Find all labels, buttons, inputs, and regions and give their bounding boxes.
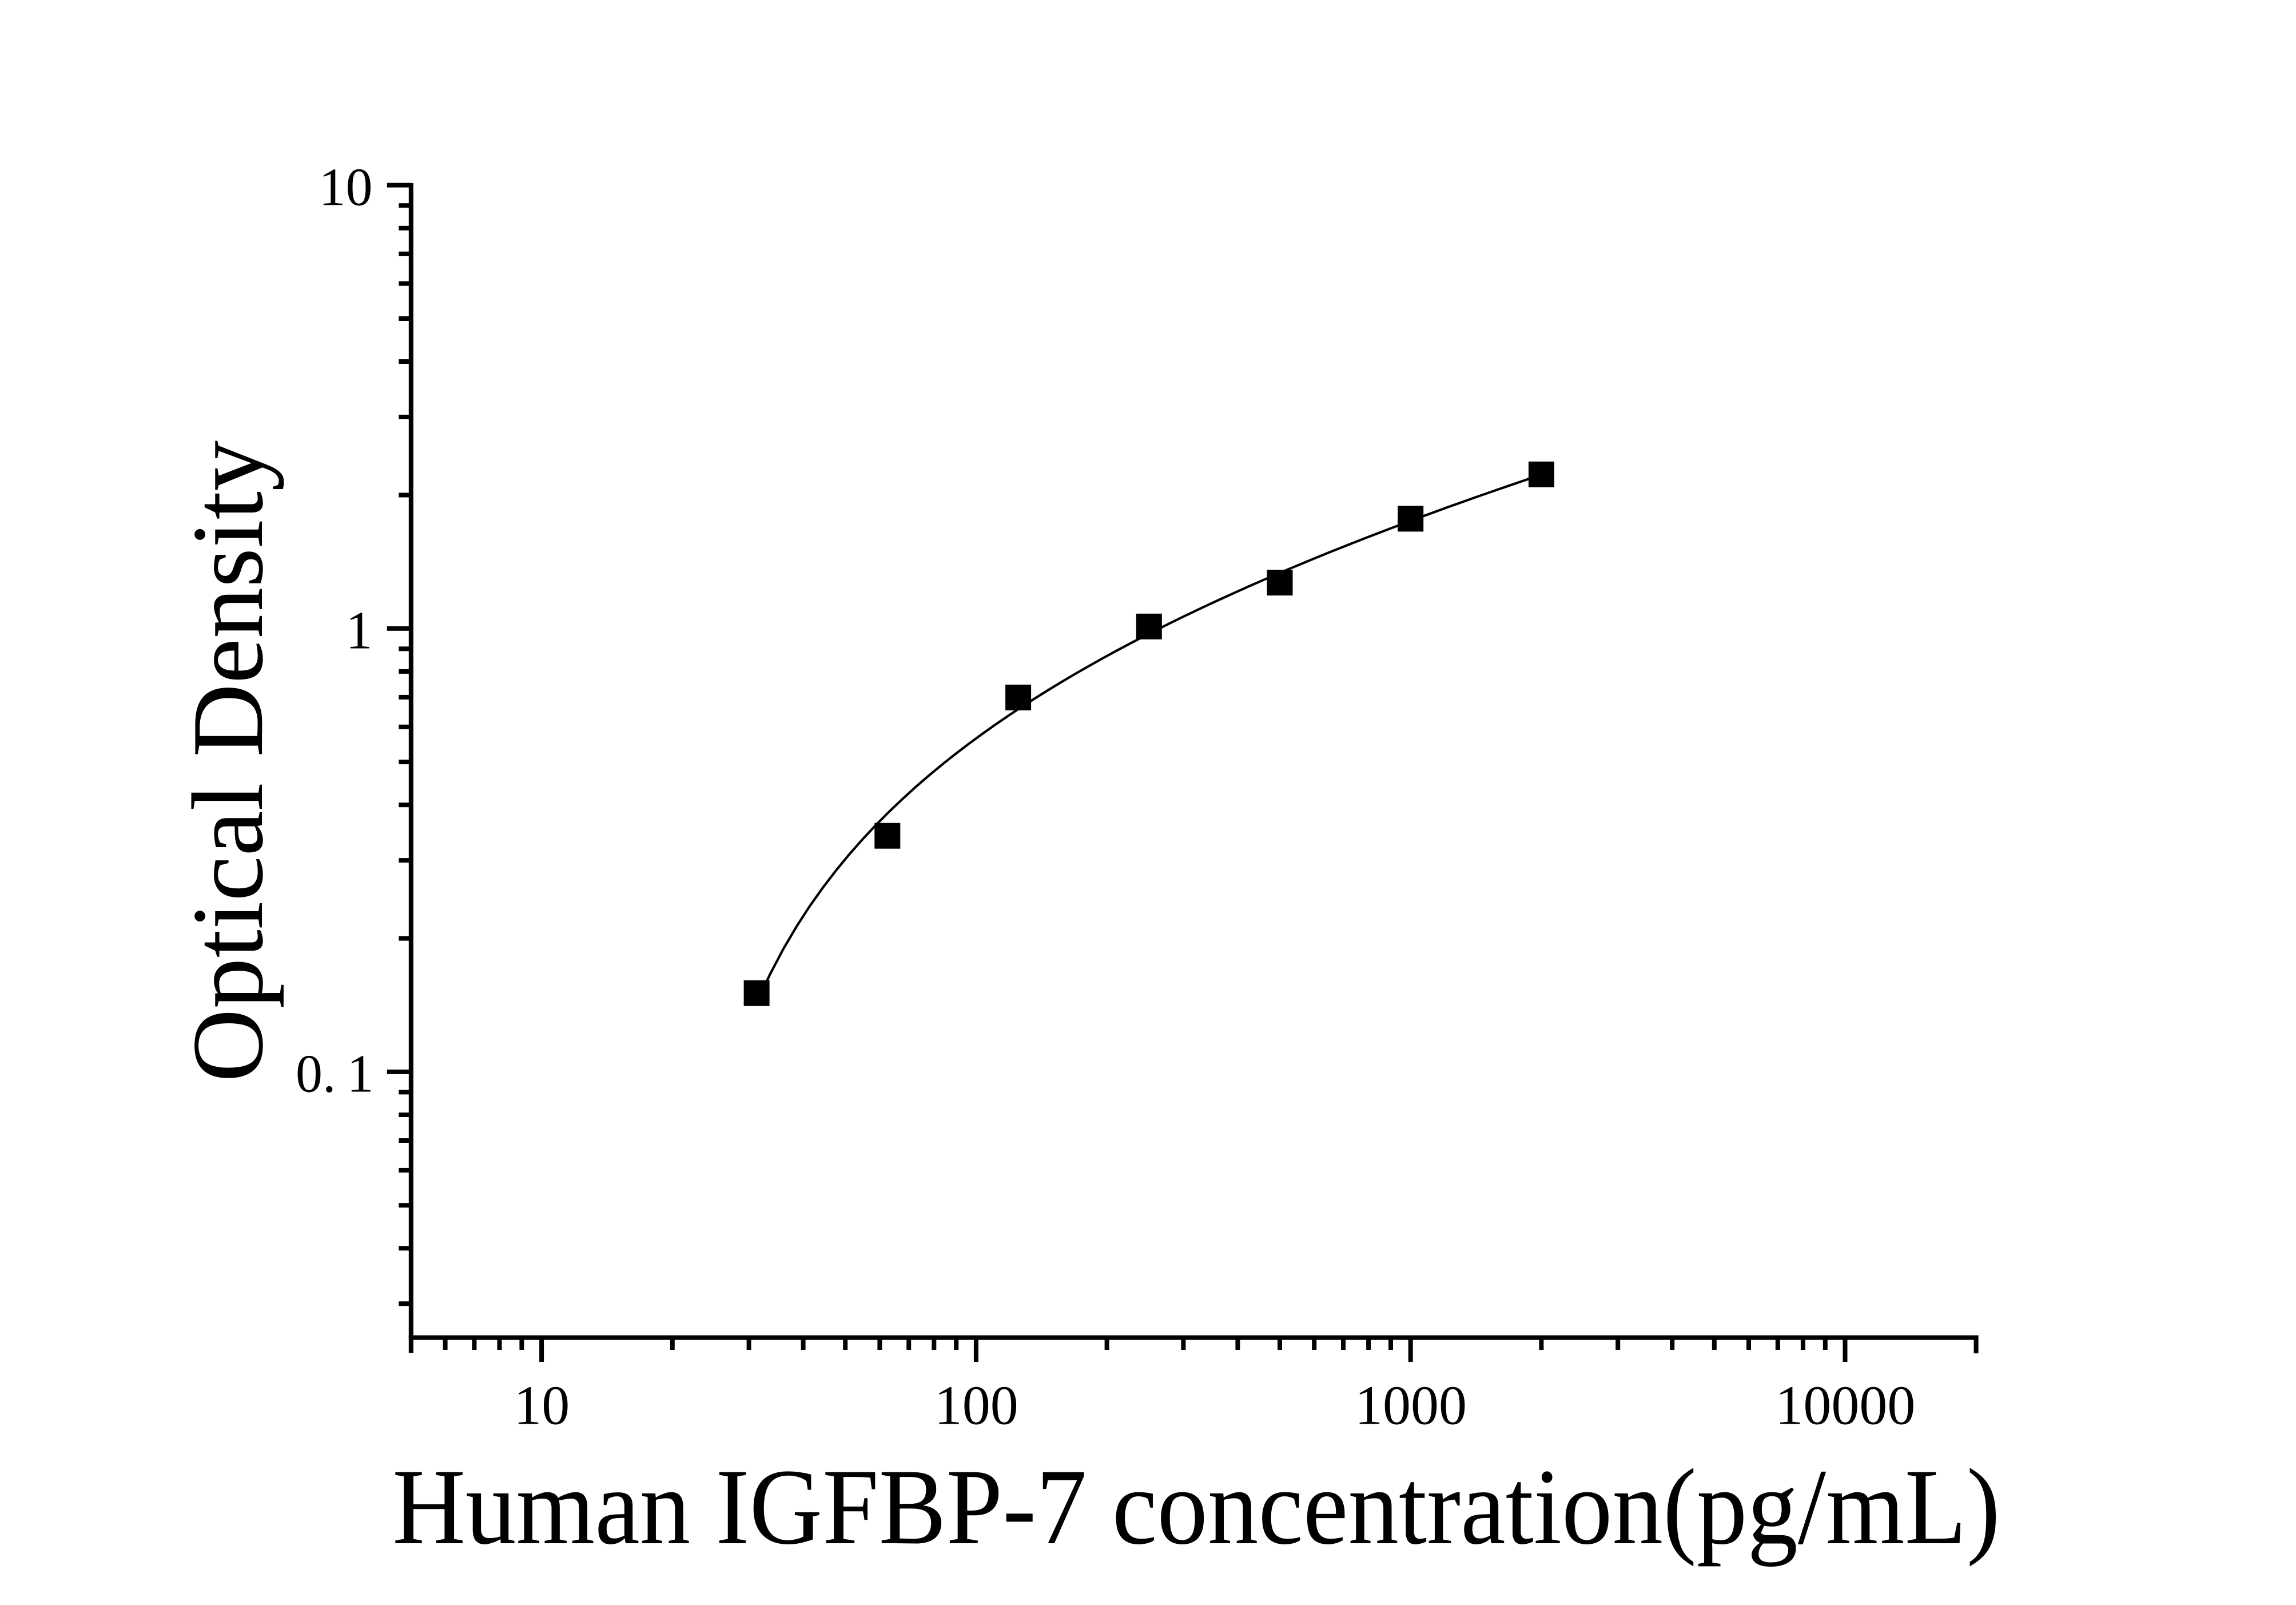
svg-text:10000: 10000 xyxy=(1775,1375,1915,1437)
svg-text:1000: 1000 xyxy=(1355,1375,1467,1437)
svg-text:1: 1 xyxy=(346,601,373,661)
svg-text:10: 10 xyxy=(319,158,373,217)
svg-text:10: 10 xyxy=(514,1375,570,1437)
svg-text:Optical Density: Optical Density xyxy=(171,440,284,1082)
svg-text:100: 100 xyxy=(934,1375,1018,1437)
svg-text:Human IGFBP-7 concentration(pg: Human IGFBP-7 concentration(pg/mL) xyxy=(392,1446,2000,1567)
svg-text:0.1: 0. 1 xyxy=(296,1044,374,1104)
